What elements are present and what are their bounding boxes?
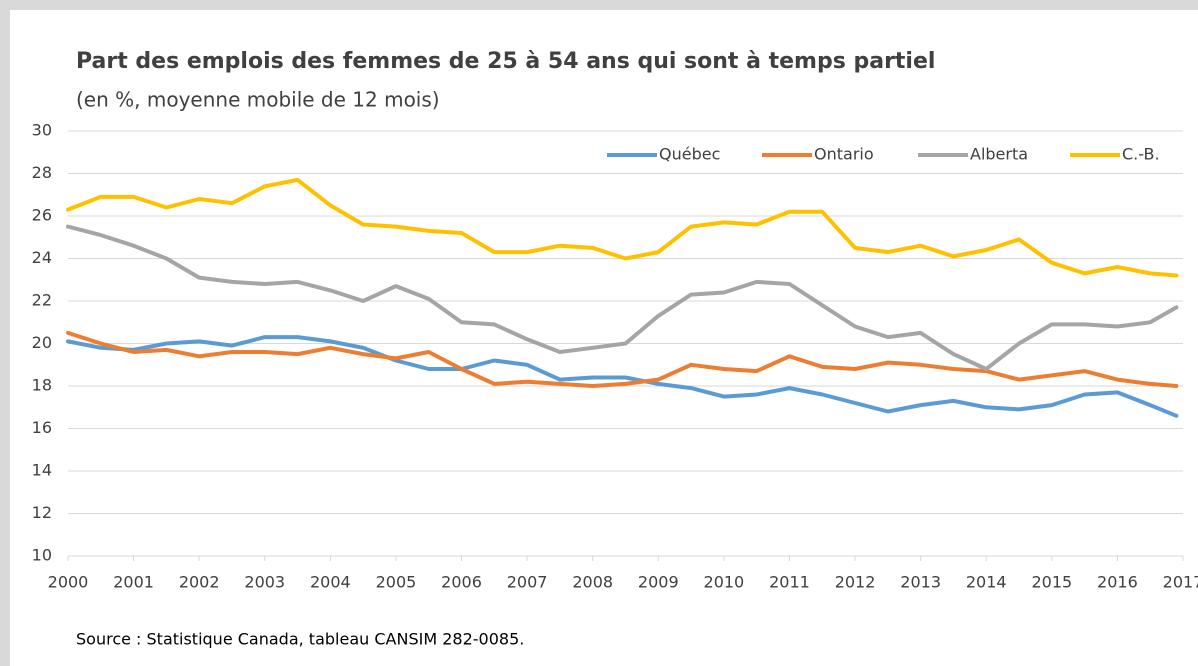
- x-tick-label: 2016: [1097, 573, 1138, 592]
- chart-subtitle: (en %, moyenne mobile de 12 mois): [76, 88, 440, 112]
- y-tick-label: 30: [32, 121, 52, 140]
- x-tick-label: 2000: [48, 573, 89, 592]
- x-tick-label: 2014: [966, 573, 1007, 592]
- series-line: [66, 335, 1179, 418]
- y-tick-label: 12: [32, 503, 52, 522]
- panel: [10, 10, 1198, 666]
- x-tick-label: 2003: [244, 573, 285, 592]
- x-tick-label: 2017: [1163, 573, 1198, 592]
- series-line: [66, 224, 1179, 371]
- y-tick-label: 18: [32, 376, 52, 395]
- x-tick-label: 2004: [310, 573, 351, 592]
- x-tick-label: 2013: [900, 573, 941, 592]
- x-tick-label: 2012: [835, 573, 876, 592]
- legend-label: Alberta: [970, 145, 1028, 164]
- x-tick-label: 2006: [441, 573, 482, 592]
- x-tick-label: 2015: [1031, 573, 1072, 592]
- y-tick-label: 16: [32, 418, 52, 437]
- legend-label: C.-B.: [1122, 145, 1160, 164]
- y-tick-label: 20: [32, 333, 52, 352]
- legend-label: Québec: [659, 145, 720, 164]
- x-tick-label: 2009: [638, 573, 679, 592]
- legend-label: Ontario: [814, 145, 874, 164]
- y-tick-label: 14: [32, 461, 52, 480]
- x-tick-label: 2001: [113, 573, 154, 592]
- x-tick-label: 2007: [507, 573, 548, 592]
- x-tick-label: 2005: [376, 573, 417, 592]
- x-tick-label: 2010: [704, 573, 745, 592]
- y-tick-label: 26: [32, 206, 52, 225]
- x-tick-label: 2008: [572, 573, 613, 592]
- y-tick-label: 22: [32, 291, 52, 310]
- source-note: Source : Statistique Canada, tableau CAN…: [76, 630, 524, 649]
- series-line: [66, 330, 1179, 388]
- x-tick-label: 2002: [179, 573, 220, 592]
- y-tick-label: 24: [32, 248, 52, 267]
- x-tick-label: 2011: [769, 573, 810, 592]
- y-tick-label: 28: [32, 163, 52, 182]
- series-line: [66, 177, 1179, 278]
- y-tick-label: 10: [32, 546, 52, 565]
- chart-title: Part des emplois des femmes de 25 à 54 a…: [76, 49, 935, 74]
